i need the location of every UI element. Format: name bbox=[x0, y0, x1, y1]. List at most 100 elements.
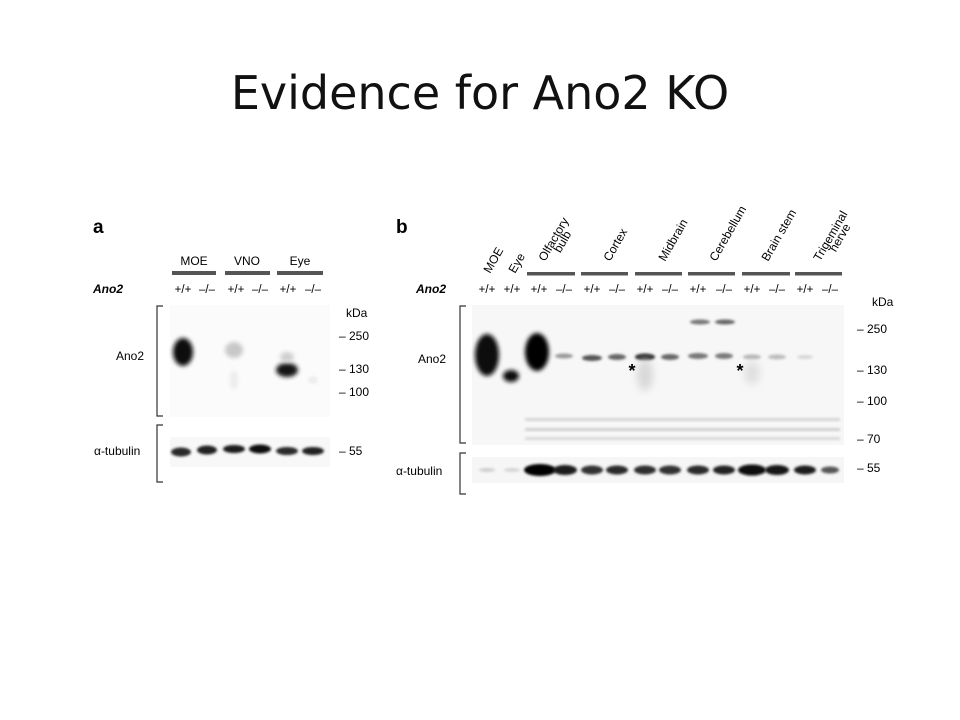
band bbox=[659, 465, 681, 475]
kda-marker: – 250 bbox=[857, 322, 887, 336]
genotype-label: –/– bbox=[716, 284, 733, 296]
blot-background bbox=[170, 305, 330, 417]
lane-label-moe: MOE bbox=[480, 245, 506, 276]
asterisk: * bbox=[736, 361, 743, 381]
band bbox=[479, 468, 495, 472]
band bbox=[794, 465, 816, 475]
band bbox=[171, 447, 191, 457]
panel-b-genotype-row: +/+ +/+ +/+ –/– +/+ –/– +/+ –/– +/+ –/– … bbox=[479, 284, 839, 296]
genotype-label: +/+ bbox=[479, 284, 496, 296]
band bbox=[690, 319, 710, 325]
band bbox=[797, 355, 813, 359]
kda-marker: – 130 bbox=[857, 363, 887, 377]
panel-a: a MOE VNO Eye Ano2 +/+ –/– +/+ –/– +/+ –… bbox=[92, 217, 369, 483]
genotype-label: –/– bbox=[822, 284, 839, 296]
smear bbox=[637, 359, 653, 391]
genotype-label: +/+ bbox=[744, 284, 761, 296]
panel-b-tubulin-blot bbox=[472, 457, 844, 483]
band bbox=[582, 355, 602, 361]
genotype-label: –/– bbox=[199, 284, 216, 296]
genotype-label: –/– bbox=[252, 284, 269, 296]
group-bar bbox=[742, 272, 790, 276]
kda-unit: kDa bbox=[346, 306, 368, 320]
genotype-label: –/– bbox=[662, 284, 679, 296]
smear bbox=[230, 370, 238, 390]
band bbox=[503, 370, 519, 382]
band bbox=[197, 445, 217, 455]
panel-b: b MOE Eye Olfactory bulb Cortex Midbrain… bbox=[396, 203, 894, 495]
genotype-label: +/+ bbox=[584, 284, 601, 296]
band bbox=[308, 376, 318, 384]
slide-title: Evidence for Ano2 KO bbox=[230, 66, 730, 120]
band bbox=[276, 447, 298, 455]
bracket bbox=[156, 305, 163, 417]
kda-marker: – 250 bbox=[339, 329, 369, 343]
panel-a-letter: a bbox=[93, 217, 104, 238]
panel-a-gene-label: Ano2 bbox=[92, 282, 123, 296]
band bbox=[525, 418, 840, 421]
group-bar bbox=[277, 271, 323, 275]
group-bar bbox=[795, 272, 842, 276]
band bbox=[553, 465, 577, 475]
lane-label-eye: Eye bbox=[505, 250, 528, 275]
band bbox=[302, 447, 324, 455]
kda-marker: – 55 bbox=[339, 444, 363, 458]
band bbox=[608, 354, 626, 360]
band bbox=[525, 333, 549, 371]
genotype-label: +/+ bbox=[504, 284, 521, 296]
group-bar bbox=[527, 272, 575, 276]
panel-a-ano2-blot bbox=[170, 305, 330, 417]
panel-b-gene-label: Ano2 bbox=[415, 282, 446, 296]
band bbox=[555, 353, 573, 359]
band bbox=[223, 445, 245, 453]
genotype-label: +/+ bbox=[637, 284, 654, 296]
genotype-label: –/– bbox=[305, 284, 322, 296]
band bbox=[606, 465, 628, 475]
band bbox=[280, 352, 294, 362]
genotype-label: +/+ bbox=[228, 284, 245, 296]
genotype-label: +/+ bbox=[797, 284, 814, 296]
band bbox=[715, 353, 733, 359]
group-label-brain-stem: Brain stem bbox=[758, 207, 799, 264]
band bbox=[688, 353, 708, 359]
panel-a-group-label: VNO bbox=[234, 254, 260, 268]
panel-a-genotype-row: +/+ –/– +/+ –/– +/+ –/– bbox=[175, 284, 322, 296]
blot-label-ano2: Ano2 bbox=[418, 352, 446, 366]
panel-b-letter: b bbox=[396, 217, 408, 238]
group-bar bbox=[688, 272, 735, 276]
kda-marker: – 130 bbox=[339, 362, 369, 376]
band bbox=[713, 465, 735, 475]
band bbox=[225, 342, 243, 358]
band bbox=[581, 465, 603, 475]
kda-marker: – 70 bbox=[857, 432, 881, 446]
band bbox=[687, 465, 709, 475]
band bbox=[525, 437, 840, 440]
panel-b-lane-labels: MOE Eye Olfactory bulb Cortex Midbrain C… bbox=[480, 203, 859, 276]
band bbox=[743, 354, 761, 360]
asterisk: * bbox=[628, 361, 635, 381]
blot-background bbox=[472, 305, 844, 445]
band bbox=[768, 354, 786, 360]
band bbox=[524, 464, 556, 476]
kda-marker: – 100 bbox=[857, 394, 887, 408]
band bbox=[276, 363, 298, 377]
panel-a-tubulin-blot bbox=[170, 437, 330, 467]
band bbox=[634, 465, 656, 475]
band bbox=[249, 444, 271, 454]
group-label-olfactory-bulb: Olfactory bulb bbox=[535, 212, 581, 268]
band bbox=[173, 338, 193, 366]
blot-label-tubulin: α-tubulin bbox=[94, 444, 140, 458]
band bbox=[475, 334, 499, 376]
band bbox=[525, 428, 840, 431]
genotype-label: +/+ bbox=[531, 284, 548, 296]
genotype-label: –/– bbox=[609, 284, 626, 296]
kda-unit: kDa bbox=[872, 295, 894, 309]
group-label-midbrain: Midbrain bbox=[655, 217, 690, 264]
band bbox=[765, 465, 789, 475]
band bbox=[715, 319, 735, 325]
group-label-trigeminal-nerve: Trigeminal nerve bbox=[810, 205, 859, 268]
panel-b-ano2-blot bbox=[472, 305, 844, 445]
panel-a-group-label: MOE bbox=[180, 254, 207, 268]
bracket bbox=[459, 452, 466, 495]
